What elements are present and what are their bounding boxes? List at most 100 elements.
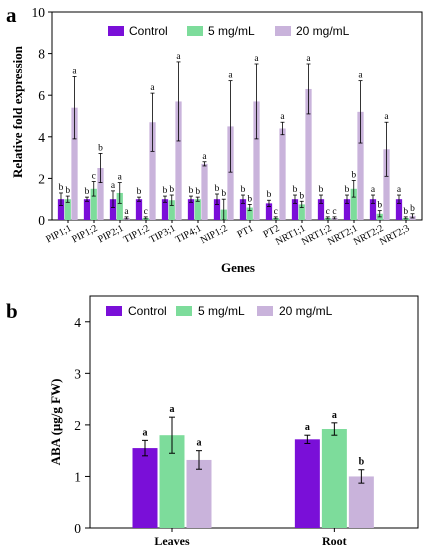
sig-letter-a: a [72,66,77,76]
sig-letter-a: b [98,143,103,153]
panel-b-ytick-label: 2 [74,418,81,433]
sig-letter-a: a [118,173,123,183]
panel-b-ytick-label: 1 [74,469,81,484]
panel-a-frame [51,11,423,221]
sig-letter-a: a [150,83,155,93]
bar-a-tip4-1-20-mg-ml [201,163,208,220]
legend-b-control-label: Control [128,304,167,318]
legend-b-5mg-swatch [176,306,192,316]
bar-a-nrt2-1-20-mg-ml [357,111,364,220]
bar-a-nrt2-1-control [343,199,351,220]
sig-letter-a: b [377,201,382,211]
panel-b-plot: 0 1 2 3 4 Leaves a a a Root a a b [74,295,419,548]
legend-a-control-swatch [108,26,124,36]
sig-letter-a: a [202,152,207,162]
bar-a-pip2-1-control [109,199,117,220]
sig-letter-a: b [299,191,304,201]
sig-letter-a: a [397,185,402,195]
sig-letter-a: a [384,112,389,122]
sig-letter-a: a [124,207,129,217]
panel-a-ytick-label: 10 [32,5,46,20]
bar-b-root-control [294,439,320,528]
bar-a-tip1-2-control [135,199,143,220]
panel-a-xtick-label: TIP1;2 [122,223,152,246]
bar-a-nrt2-1-5-mg-ml [350,188,357,220]
sig-letter-a: c [144,207,148,217]
panel-a-xtick-label: TIP3;1 [148,223,178,246]
bar-a-nrt2-2-20-mg-ml [383,149,390,220]
panel-a-xtick-label: PIP1;2 [70,223,99,245]
bar-a-pt1-control [239,199,247,220]
panel-b-xtick-label: Root [322,534,347,548]
bar-a-pip1-1-control [57,199,65,220]
bar-a-pip1-2-control [83,199,91,220]
sig-letter-b: a [332,410,337,421]
sig-letter-a: b [247,194,252,204]
panel-b-ytick-label: 0 [74,521,81,536]
sig-letter-a: b [169,185,174,195]
panel-b-label: b [6,299,18,323]
legend-a-5mg-swatch [187,26,203,36]
bar-a-nip1-2-20-mg-ml [227,126,234,220]
sig-letter-a: b [163,186,168,196]
panel-a-ytick-label: 6 [38,88,45,103]
panel-a-xtick-label: TIP4;1 [174,223,204,246]
bar-a-nrt1-2-control [317,199,325,220]
bar-a-tip1-2-20-mg-ml [149,122,156,220]
bar-a-nrt2-2-control [369,199,377,220]
bar-b-root-20-mg-ml [348,476,374,528]
bar-a-nrt1-1-control [291,199,299,220]
sig-letter-a: a [254,54,259,64]
sig-letter-a: c [332,207,336,217]
sig-letter-a: a [228,71,233,81]
sig-letter-a: b [59,183,64,193]
sig-letter-a: b [85,187,90,197]
sig-letter-a: a [358,71,363,81]
legend-b-5mg-label: 5 mg/mL [198,304,245,318]
panel-b-ytick-label: 3 [74,366,81,381]
sig-letter-a: a [371,185,376,195]
bar-a-pt2-control [265,203,273,220]
panel-a-xtick-label: NIP1;2 [199,223,230,246]
panel-b-xtick-label: Leaves [154,534,190,548]
bar-a-pt1-5-mg-ml [246,207,253,220]
bar-b-leaves-20-mg-ml [186,459,212,528]
panel-b-frame [89,295,419,529]
panel-b-ylabel: ABA (μg/g FW) [48,379,63,466]
sig-letter-a: b [65,186,70,196]
panel-a-label: a [6,3,17,27]
sig-letter-a: a [176,52,181,62]
sig-letter-b: b [359,457,365,468]
sig-letter-a: b [189,186,194,196]
legend-a-20mg-label: 20 mg/mL [296,24,350,38]
bar-a-nrt1-1-20-mg-ml [305,88,312,221]
sig-letter-a: b [195,187,200,197]
bar-b-root-5-mg-ml [321,429,347,528]
panel-a-ytick-label: 8 [38,47,45,62]
bar-a-pt1-20-mg-ml [253,101,260,220]
bar-a-pt2-20-mg-ml [279,128,286,220]
panel-b-legend: Control 5 mg/mL 20 mg/mL [106,304,333,318]
bar-b-leaves-control [132,448,158,528]
sig-letter-a: b [221,189,226,199]
panel-a-ytick-label: 0 [38,213,45,228]
sig-letter-b: a [170,404,175,415]
bar-a-nrt1-1-5-mg-ml [298,204,305,220]
bar-a-tip3-1-20-mg-ml [175,101,182,220]
bar-a-pip1-2-5-mg-ml [90,188,97,220]
legend-b-control-swatch [106,306,122,316]
panel-a-xtick-label: PT1 [236,223,256,241]
panel-a-xtick-label: NRT2;3 [378,223,412,248]
sig-letter-a: a [280,112,285,122]
bar-a-pip1-1-5-mg-ml [64,199,71,220]
bar-a-tip4-1-5-mg-ml [194,199,201,220]
sig-letter-a: b [215,184,220,194]
sig-letter-b: a [197,438,202,449]
panel-a-xlabel: Genes [221,260,255,275]
sig-letter-a: b [293,185,298,195]
legend-b-20mg-swatch [257,306,273,316]
legend-a-control-label: Control [129,24,168,38]
sig-letter-a: b [351,170,356,180]
